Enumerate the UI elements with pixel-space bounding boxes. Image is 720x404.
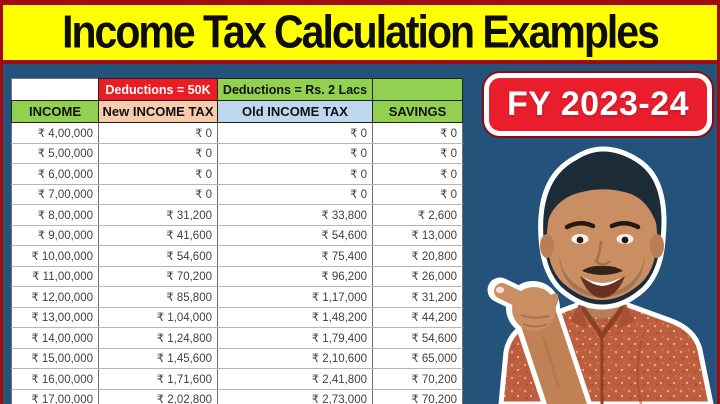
- blank-savings-header-cell: [372, 78, 463, 101]
- table-cell: ₹ 1,79,400: [217, 327, 373, 349]
- table-cell: ₹ 0: [98, 163, 218, 185]
- table-cell: ₹ 54,600: [98, 245, 218, 267]
- savings-column-header: SAVINGS: [372, 100, 463, 123]
- table-cell: ₹ 85,800: [98, 286, 218, 308]
- deductions-header-row: Deductions = 50K Deductions = Rs. 2 Lacs: [11, 78, 463, 101]
- table-cell: ₹ 16,00,000: [11, 368, 99, 390]
- table-cell: ₹ 70,200: [372, 389, 463, 404]
- table-cell: ₹ 10,00,000: [11, 245, 99, 267]
- frame-border-left: [0, 0, 3, 404]
- table-cell: ₹ 70,200: [98, 266, 218, 287]
- page-title: Income Tax Calculation Examples: [62, 6, 660, 58]
- table-cell: ₹ 54,600: [372, 327, 463, 349]
- table-cell: ₹ 1,71,600: [98, 368, 218, 390]
- table-cell: ₹ 44,200: [372, 307, 463, 328]
- table-cell: ₹ 6,00,000: [11, 163, 99, 185]
- blank-header-cell: [11, 78, 99, 101]
- table-cell: ₹ 11,00,000: [11, 266, 99, 287]
- old-income-tax-column-header: Old INCOME TAX: [217, 100, 373, 123]
- presenter-photo: [487, 146, 714, 404]
- table-cell: ₹ 20,800: [372, 245, 463, 267]
- table-cell: ₹ 13,00,000: [11, 307, 99, 328]
- table-cell: ₹ 2,600: [372, 204, 463, 226]
- fy-badge-label: FY 2023-24: [506, 85, 690, 123]
- frame-border-top: [0, 0, 720, 5]
- table-row: ₹ 8,00,000 ₹ 31,200 ₹ 33,800 ₹ 2,600: [11, 204, 463, 226]
- table-row: ₹ 9,00,000 ₹ 41,600 ₹ 54,600 ₹ 13,000: [11, 225, 463, 246]
- table-cell: ₹ 0: [372, 163, 463, 185]
- table-cell: ₹ 1,17,000: [217, 286, 373, 308]
- table-cell: ₹ 31,200: [98, 204, 218, 226]
- table-cell: ₹ 2,73,000: [217, 389, 373, 404]
- table-cell: ₹ 1,24,800: [98, 327, 218, 349]
- table-cell: ₹ 0: [217, 163, 373, 185]
- income-column-header: INCOME: [11, 100, 99, 123]
- table-row: ₹ 13,00,000 ₹ 1,04,000 ₹ 1,48,200 ₹ 44,200: [11, 307, 463, 328]
- table-row: ₹ 4,00,000 ₹ 0 ₹ 0 ₹ 0: [11, 122, 463, 144]
- table-cell: ₹ 0: [98, 184, 218, 205]
- table-row: ₹ 15,00,000 ₹ 1,45,600 ₹ 2,10,600 ₹ 65,000: [11, 348, 463, 369]
- table-cell: ₹ 31,200: [372, 286, 463, 308]
- table-row: ₹ 14,00,000 ₹ 1,24,800 ₹ 1,79,400 ₹ 54,600: [11, 327, 463, 349]
- table-row: ₹ 12,00,000 ₹ 85,800 ₹ 1,17,000 ₹ 31,200: [11, 286, 463, 308]
- title-banner: Income Tax Calculation Examples: [3, 5, 717, 64]
- table-cell: ₹ 15,00,000: [11, 348, 99, 369]
- table-cell: ₹ 75,400: [217, 245, 373, 267]
- table-cell: ₹ 54,600: [217, 225, 373, 246]
- table-cell: ₹ 2,02,800: [98, 389, 218, 404]
- table-cell: ₹ 0: [372, 122, 463, 144]
- table-cell: ₹ 0: [217, 143, 373, 164]
- table-cell: ₹ 13,000: [372, 225, 463, 246]
- table-cell: ₹ 12,00,000: [11, 286, 99, 308]
- table-row: ₹ 17,00,000 ₹ 2,02,800 ₹ 2,73,000 ₹ 70,200: [11, 389, 463, 404]
- table-cell: ₹ 7,00,000: [11, 184, 99, 205]
- table-cell: ₹ 1,48,200: [217, 307, 373, 328]
- table-row: ₹ 16,00,000 ₹ 1,71,600 ₹ 2,41,800 ₹ 70,200: [11, 368, 463, 390]
- column-header-row: INCOME New INCOME TAX Old INCOME TAX SAV…: [11, 100, 463, 123]
- table-cell: ₹ 1,04,000: [98, 307, 218, 328]
- table-cell: ₹ 0: [217, 122, 373, 144]
- table-cell: ₹ 2,41,800: [217, 368, 373, 390]
- table-cell: ₹ 0: [98, 143, 218, 164]
- table-cell: ₹ 0: [217, 184, 373, 205]
- table-cell: ₹ 96,200: [217, 266, 373, 287]
- table-cell: ₹ 0: [372, 143, 463, 164]
- table-row: ₹ 10,00,000 ₹ 54,600 ₹ 75,400 ₹ 20,800: [11, 245, 463, 267]
- deductions-old-regime-header: Deductions = Rs. 2 Lacs: [217, 78, 373, 101]
- table-body: ₹ 4,00,000 ₹ 0 ₹ 0 ₹ 0 ₹ 5,00,000 ₹ 0 ₹ 0 ₹ 0 ₹ …: [11, 122, 463, 404]
- table-cell: ₹ 70,200: [372, 368, 463, 390]
- deductions-new-regime-header: Deductions = 50K: [98, 78, 218, 101]
- table-row: ₹ 6,00,000 ₹ 0 ₹ 0 ₹ 0: [11, 163, 463, 185]
- income-tax-table: Deductions = 50K Deductions = Rs. 2 Lacs…: [11, 78, 463, 404]
- table-cell: ₹ 26,000: [372, 266, 463, 287]
- table-cell: ₹ 65,000: [372, 348, 463, 369]
- table-cell: ₹ 8,00,000: [11, 204, 99, 226]
- table-cell: ₹ 0: [98, 122, 218, 144]
- table-cell: ₹ 9,00,000: [11, 225, 99, 246]
- table-cell: ₹ 2,10,600: [217, 348, 373, 369]
- fy-badge: FY 2023-24: [484, 73, 712, 136]
- table-cell: ₹ 0: [372, 184, 463, 205]
- table-cell: ₹ 4,00,000: [11, 122, 99, 144]
- new-income-tax-column-header: New INCOME TAX: [98, 100, 218, 123]
- table-cell: ₹ 17,00,000: [11, 389, 99, 404]
- table-cell: ₹ 1,45,600: [98, 348, 218, 369]
- table-cell: ₹ 5,00,000: [11, 143, 99, 164]
- table-row: ₹ 5,00,000 ₹ 0 ₹ 0 ₹ 0: [11, 143, 463, 164]
- table-row: ₹ 11,00,000 ₹ 70,200 ₹ 96,200 ₹ 26,000: [11, 266, 463, 287]
- frame-border-right: [717, 0, 720, 404]
- table-cell: ₹ 41,600: [98, 225, 218, 246]
- table-cell: ₹ 14,00,000: [11, 327, 99, 349]
- table-row: ₹ 7,00,000 ₹ 0 ₹ 0 ₹ 0: [11, 184, 463, 205]
- table-cell: ₹ 33,800: [217, 204, 373, 226]
